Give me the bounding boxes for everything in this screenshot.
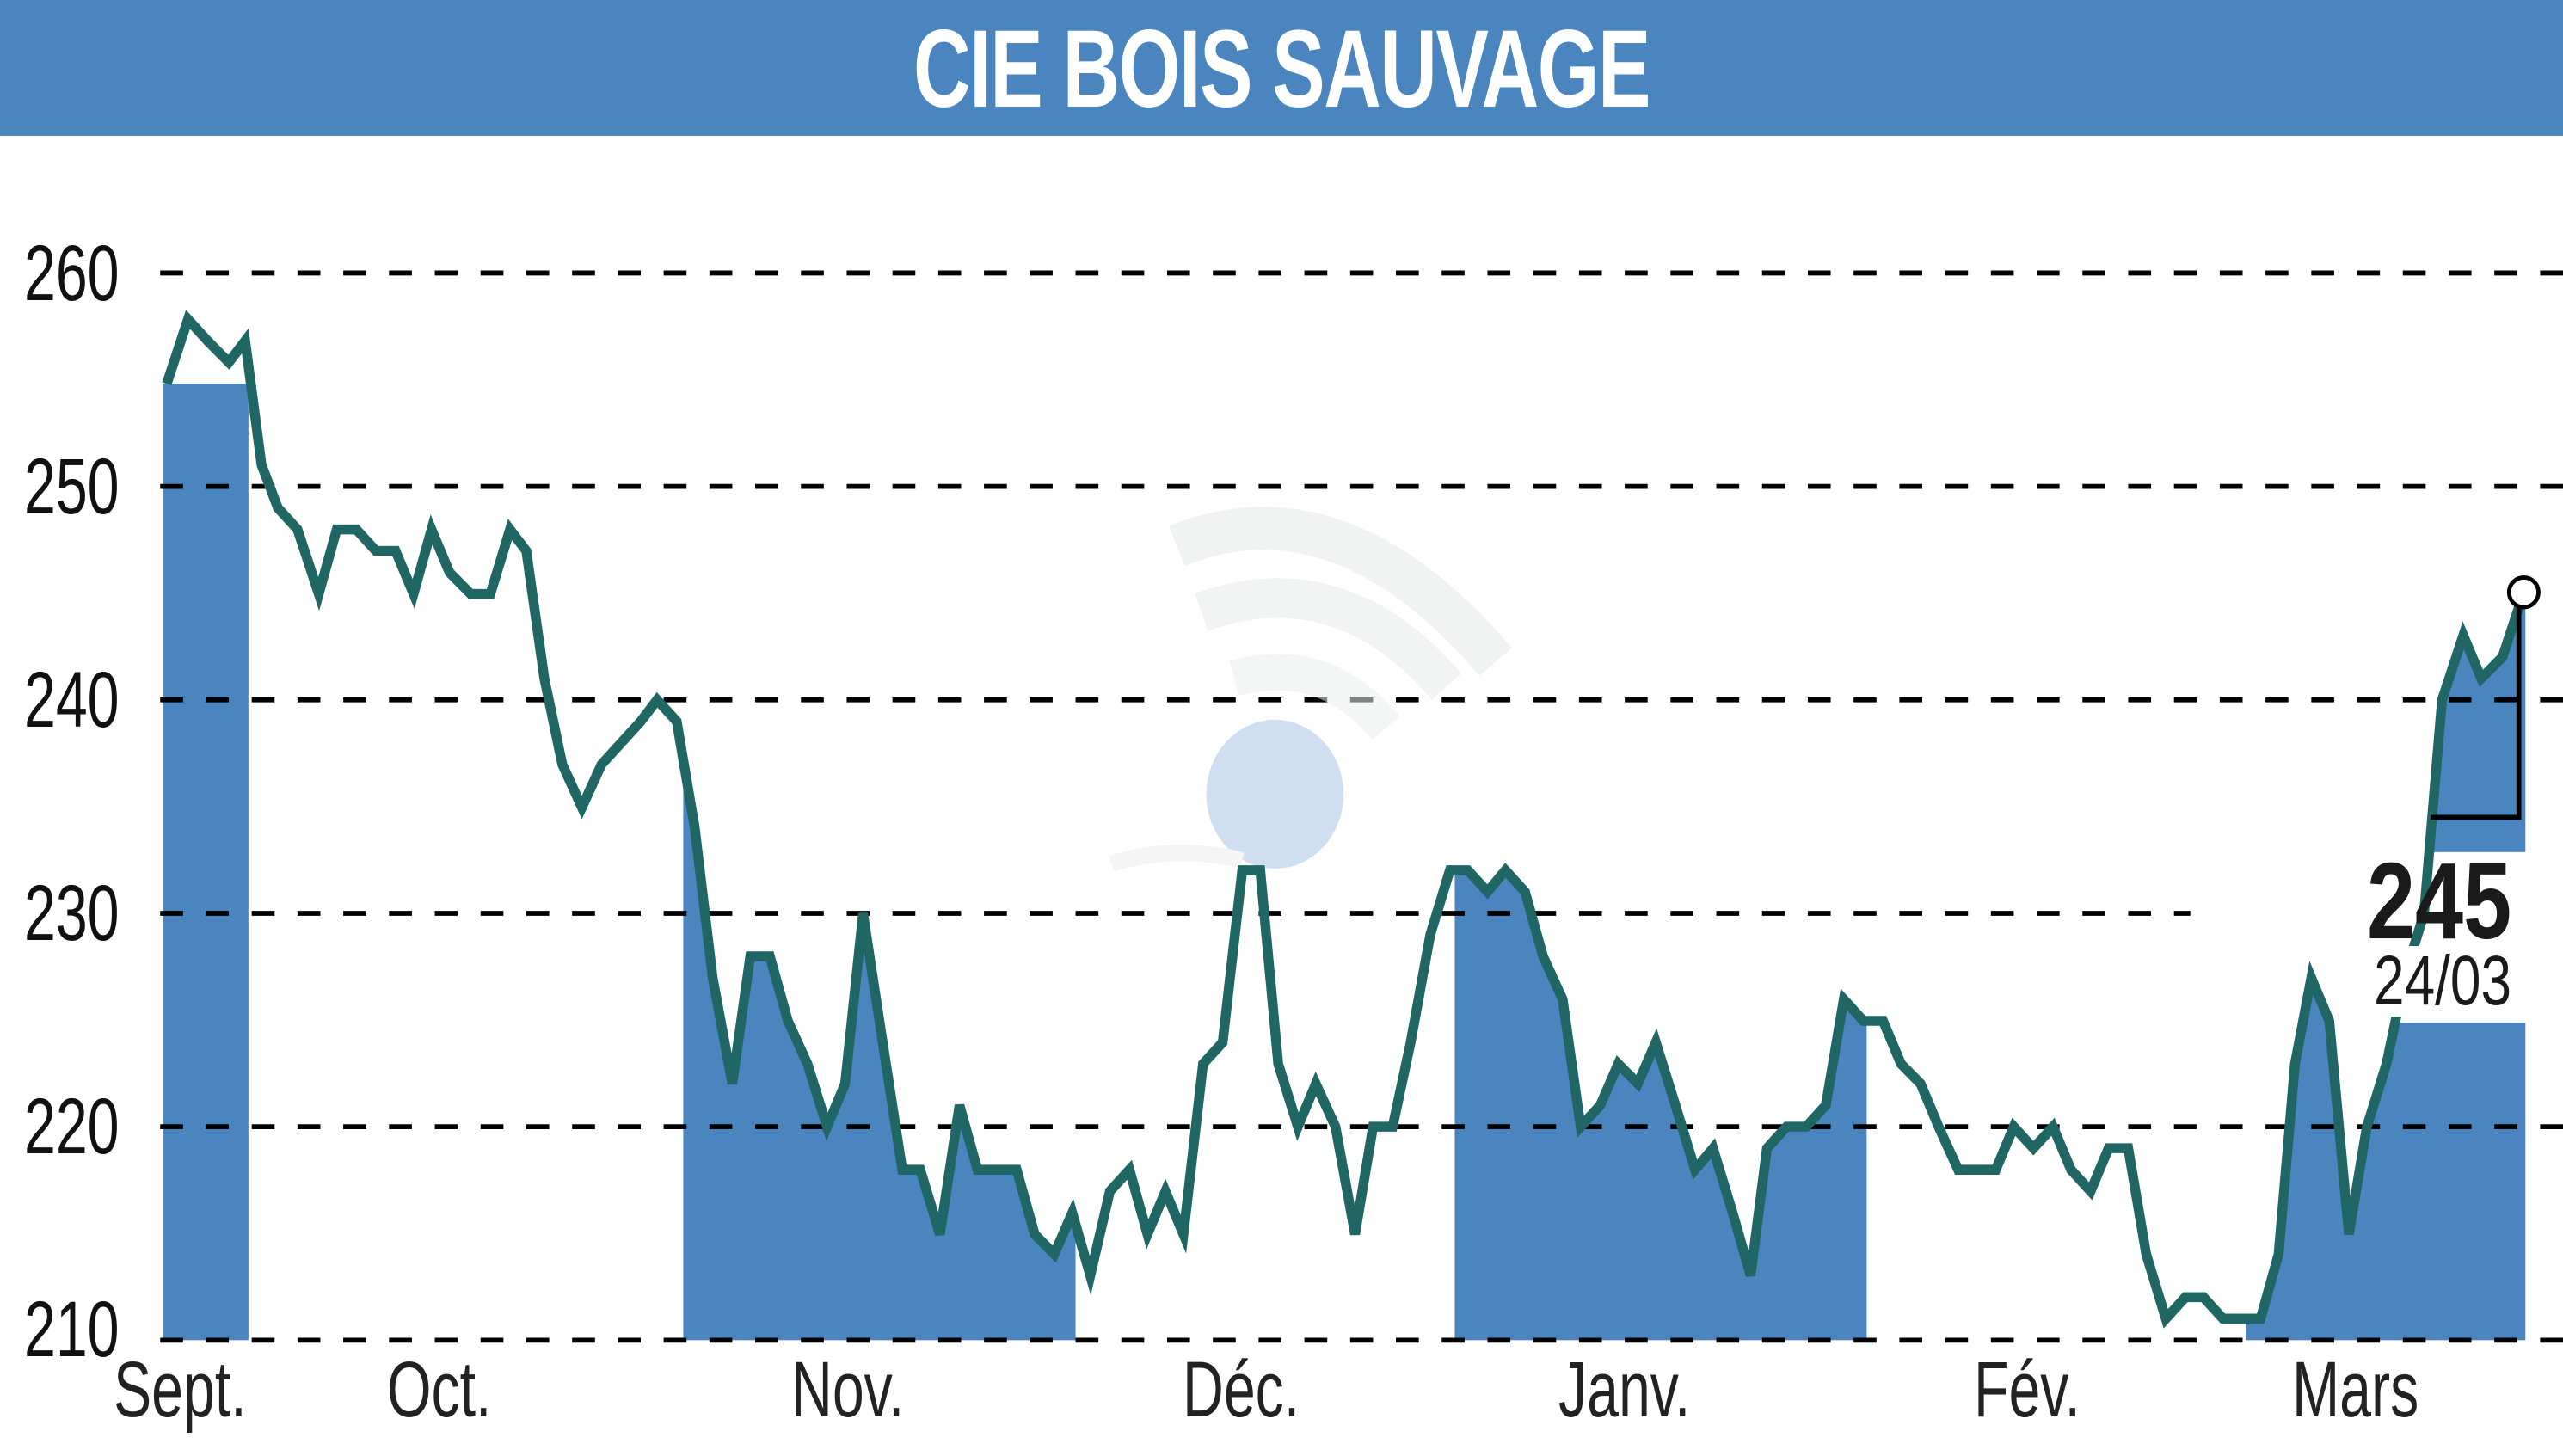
last-value-label: 245 (2367, 840, 2512, 961)
y-tick-240: 240 (24, 656, 120, 744)
y-tick-250: 250 (24, 443, 120, 531)
y-tick-260: 260 (24, 230, 120, 317)
band-sept (163, 384, 249, 1341)
x-label-oct: Oct. (387, 1346, 492, 1434)
last-value-bracket (2431, 600, 2522, 820)
y-tick-220: 220 (24, 1083, 120, 1170)
area-mask (155, 248, 2550, 1319)
x-label-dec: Déc. (1183, 1346, 1300, 1434)
y-tick-230: 230 (24, 869, 120, 957)
x-label-mars: Mars (2292, 1346, 2419, 1434)
chart-title: CIE BOIS SAUVAGE (913, 8, 1650, 131)
x-label-nov: Nov. (791, 1346, 905, 1434)
x-label-janv: Janv. (1558, 1346, 1691, 1434)
last-point-marker (2506, 575, 2541, 610)
watermark-icon (1109, 507, 1512, 872)
last-date-label: 24/03 (2374, 946, 2516, 1017)
price-line (162, 310, 2529, 1329)
title-banner (0, 0, 2563, 136)
x-label-sept: Sept. (114, 1346, 247, 1434)
x-label-fev: Fév. (1974, 1346, 2081, 1434)
y-tick-210: 210 (24, 1286, 120, 1373)
